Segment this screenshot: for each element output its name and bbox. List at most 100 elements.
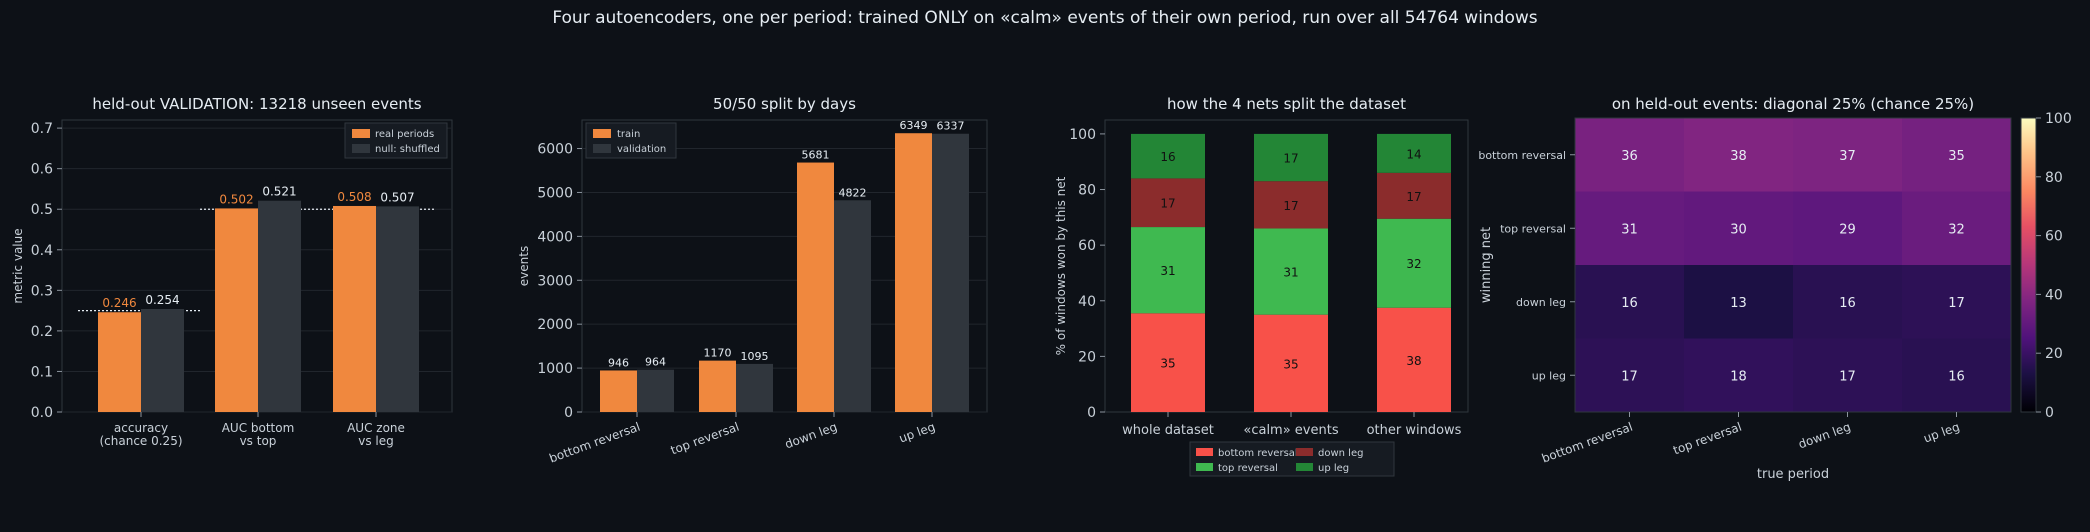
p2-bar bbox=[895, 133, 932, 412]
p1-ytick-label: 0.4 bbox=[31, 243, 53, 259]
p2-bar-value-label: 6337 bbox=[937, 120, 965, 133]
p2-bar bbox=[699, 360, 736, 412]
p2-legend-swatch bbox=[593, 144, 611, 153]
p3-stacked-bar-segment bbox=[1254, 181, 1328, 229]
p2-bar-value-label: 5681 bbox=[802, 149, 830, 162]
p3-ytick-label: 100 bbox=[1069, 127, 1096, 143]
p3-ytick-label: 40 bbox=[1078, 294, 1096, 310]
p1-ytick-label: 0.3 bbox=[31, 283, 53, 299]
p4-heatmap-cell bbox=[1793, 265, 1902, 339]
p1-ytick-label: 0.6 bbox=[31, 162, 53, 178]
p2-ytick-label: 6000 bbox=[537, 142, 573, 158]
p3-stacked-bar-segment bbox=[1131, 178, 1205, 228]
p2-bar-value-label: 1170 bbox=[704, 347, 732, 360]
p3-stacked-bar-segment bbox=[1131, 133, 1205, 179]
p1-ytick-label: 0.1 bbox=[31, 364, 53, 380]
p3-legend-swatch bbox=[1196, 463, 1213, 471]
p3-legend-label: down leg bbox=[1318, 448, 1363, 459]
p1-ytick-label: 0.2 bbox=[31, 324, 53, 340]
p3-ytick-label: 80 bbox=[1078, 183, 1096, 199]
p3-xtick-label: whole dataset bbox=[1122, 423, 1214, 438]
p3-segment-value-label: 32 bbox=[1406, 257, 1421, 271]
p1-bar bbox=[215, 208, 258, 412]
p4-heatmap-cell bbox=[1902, 338, 2011, 412]
p2-bar-value-label: 1095 bbox=[741, 350, 769, 363]
p2-ylabel: events bbox=[517, 246, 531, 286]
p3-segment-value-label: 38 bbox=[1406, 354, 1421, 368]
p2-bar-value-label: 4822 bbox=[839, 186, 867, 199]
p2-ytick-label: 1000 bbox=[537, 361, 573, 377]
p3-segment-value-label: 16 bbox=[1160, 150, 1175, 164]
p4-axes bbox=[1574, 117, 2012, 413]
p2-title: 50/50 split by days bbox=[713, 95, 856, 113]
p3-stacked-bar-segment bbox=[1131, 313, 1205, 412]
p1-ytick-label: 0.0 bbox=[31, 405, 53, 421]
p4-heatmap-cell bbox=[1684, 338, 1793, 412]
p4-heatmap-cell bbox=[1684, 265, 1793, 339]
p4-cell-value-label: 38 bbox=[1730, 149, 1747, 164]
p4-title: on held-out events: diagonal 25% (chance… bbox=[1612, 95, 1974, 113]
panel-dataset-split: 0 20 40 60 80 100 how the 4 nets split the dat… bbox=[1054, 95, 1469, 477]
p4-ylabel: winning net bbox=[1479, 227, 1494, 303]
p1-xtick-label: accuracy bbox=[114, 421, 168, 435]
p4-cell-value-label: 17 bbox=[1621, 369, 1638, 384]
p4-cell-value-label: 36 bbox=[1621, 149, 1638, 164]
p4-colorbar-tick-label: 60 bbox=[2045, 229, 2063, 245]
p4-heatmap-cell bbox=[1575, 338, 1684, 412]
p3-title: how the 4 nets split the dataset bbox=[1167, 95, 1406, 113]
p4-heatmap-cell bbox=[1793, 118, 1902, 192]
p4-cell-value-label: 16 bbox=[1839, 296, 1856, 311]
p3-legend-label: top reversal bbox=[1218, 463, 1278, 474]
p3-ytick-label: 60 bbox=[1078, 238, 1096, 254]
p1-bar bbox=[333, 205, 376, 412]
p2-bar-value-label: 6349 bbox=[900, 119, 928, 132]
p1-ytick-label: 0.5 bbox=[31, 202, 53, 218]
panel-validation-metrics: 0.0 0.1 0.2 0.3 0.4 0.5 0.6 0.7 held-out VALIDAT… bbox=[11, 95, 453, 448]
p3-stacked-bar-segment bbox=[1377, 133, 1451, 173]
p1-bar-value-label: 0.508 bbox=[337, 190, 371, 204]
p4-cell-value-label: 18 bbox=[1730, 369, 1747, 384]
p4-heatmap-cell bbox=[1793, 338, 1902, 412]
p3-stacked-bar-segment bbox=[1377, 218, 1451, 308]
p1-ytick-label: 0.7 bbox=[31, 121, 53, 137]
p3-legend-box bbox=[1189, 441, 1395, 477]
p4-colorbar-tick-label: 80 bbox=[2045, 170, 2063, 186]
p3-segment-value-label: 35 bbox=[1160, 357, 1175, 371]
p4-heatmap-cell bbox=[1902, 191, 2011, 265]
panel-confusion-heatmap: on held-out events: diagonal 25% (chance… bbox=[1478, 95, 2071, 482]
p1-bar bbox=[98, 312, 141, 412]
p2-ytick-label: 2000 bbox=[537, 317, 573, 333]
p1-bar-value-label: 0.521 bbox=[262, 185, 296, 199]
p4-colorbar-tick-label: 40 bbox=[2045, 287, 2063, 303]
p2-ytick-label: 0 bbox=[564, 405, 573, 421]
p2-bar bbox=[637, 369, 674, 412]
p4-heatmap-cell bbox=[1684, 118, 1793, 192]
p4-ytick-label: bottom reversal bbox=[1478, 149, 1566, 162]
p4-cell-value-label: 13 bbox=[1730, 296, 1747, 311]
p1-bar bbox=[258, 200, 301, 412]
p2-bar bbox=[834, 200, 871, 412]
p4-ytick-label: down leg bbox=[1516, 296, 1566, 309]
p2-bar bbox=[797, 162, 834, 412]
p4-cell-value-label: 17 bbox=[1948, 296, 1965, 311]
p4-colorbar-tick-label: 20 bbox=[2045, 346, 2063, 362]
p4-cell-value-label: 35 bbox=[1948, 149, 1965, 164]
p3-stacked-bar-segment bbox=[1254, 133, 1328, 182]
p2-ytick-label: 5000 bbox=[537, 185, 573, 201]
p1-bar-value-label: 0.246 bbox=[102, 296, 136, 310]
p2-bar bbox=[600, 370, 637, 412]
p2-legend-label: train bbox=[617, 129, 640, 140]
p3-segment-value-label: 14 bbox=[1406, 147, 1421, 161]
p2-bar bbox=[932, 133, 969, 412]
p3-stacked-bar-segment bbox=[1254, 228, 1328, 315]
p3-stacked-bar-segment bbox=[1377, 307, 1451, 412]
p4-heatmap-cell bbox=[1902, 118, 2011, 192]
p4-heatmap-cell bbox=[1575, 191, 1684, 265]
p3-stacked-bar-segment bbox=[1254, 314, 1328, 412]
p4-colorbar-tick-label: 0 bbox=[2045, 405, 2054, 421]
p4-cell-value-label: 16 bbox=[1621, 296, 1638, 311]
p1-legend-swatch bbox=[352, 129, 370, 138]
p4-colorbar-tick-label: 100 bbox=[2045, 111, 2072, 127]
